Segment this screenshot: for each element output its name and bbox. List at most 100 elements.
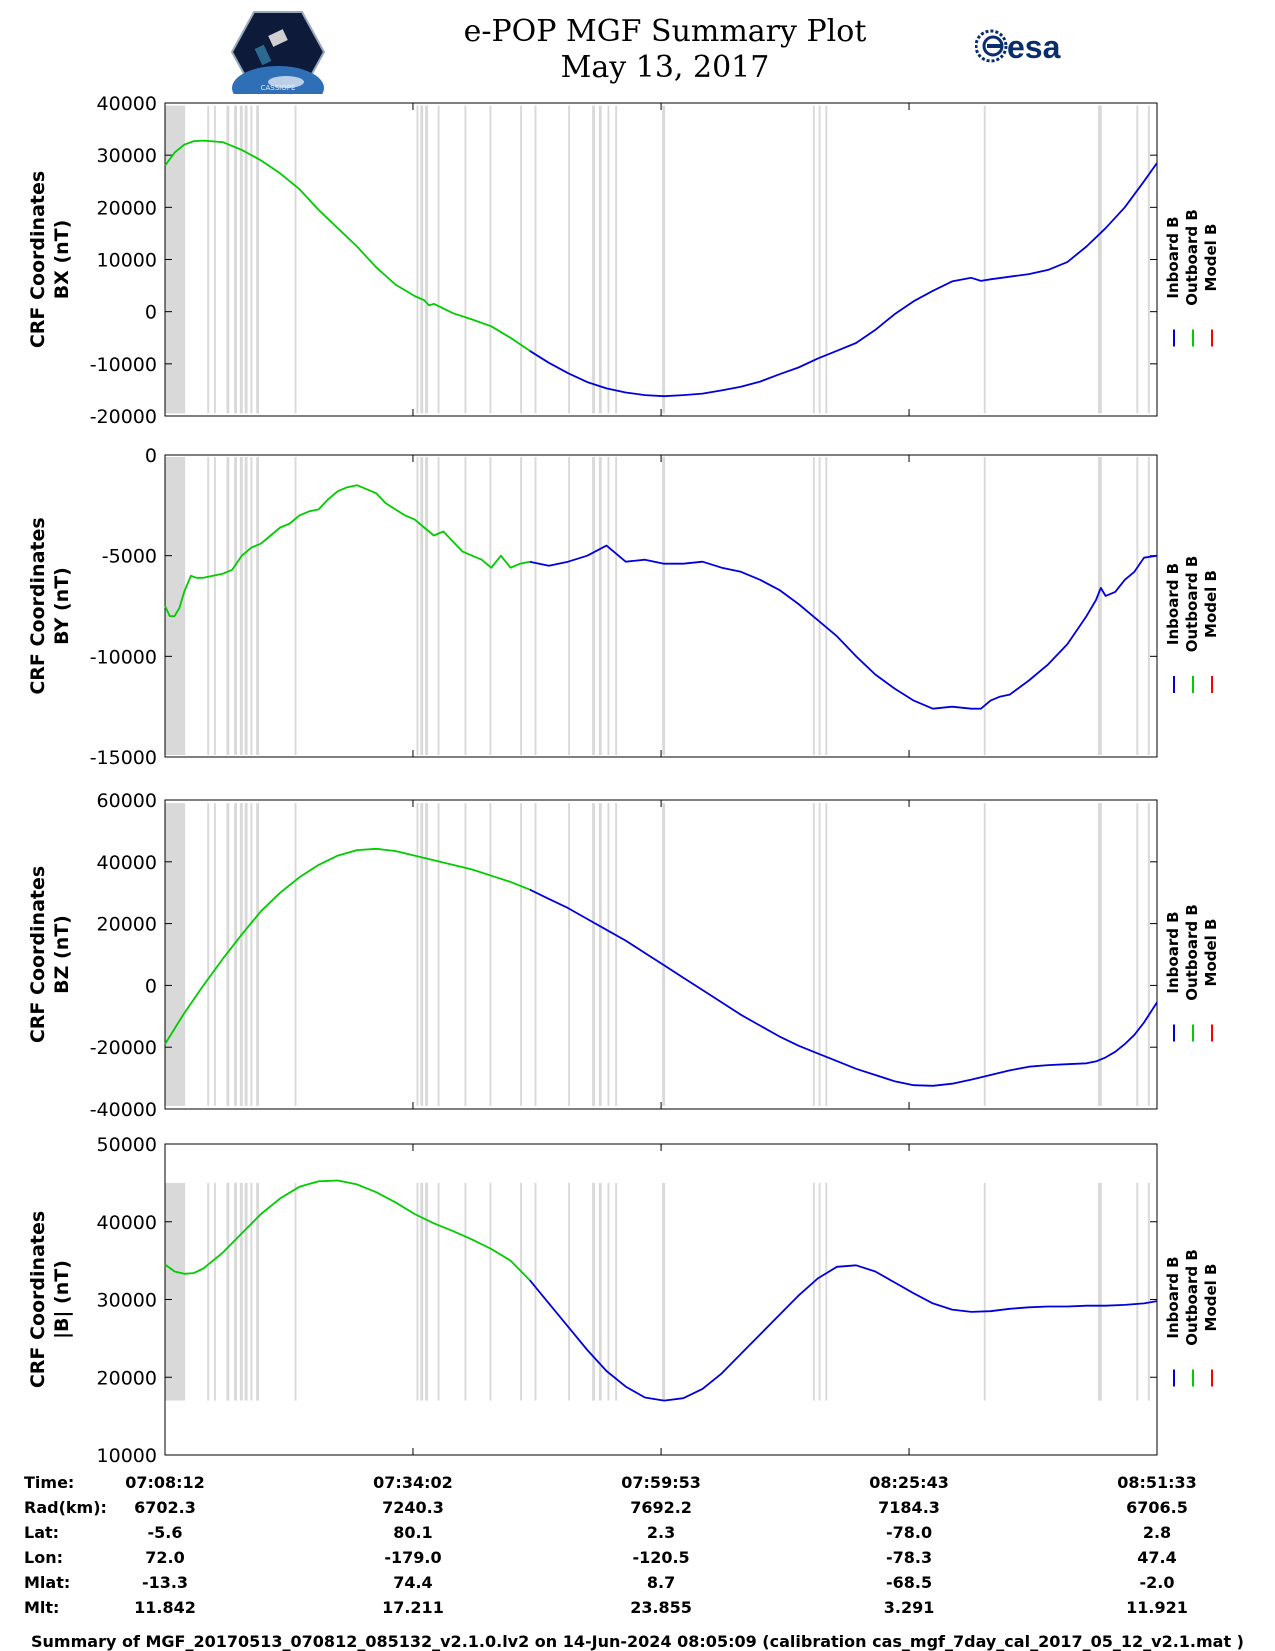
data-gap-band xyxy=(239,1182,243,1401)
data-gap-band xyxy=(983,1182,986,1401)
esa-logo-mark xyxy=(974,29,1008,63)
plot-title: e-POP MGF Summary Plot May 13, 2017 xyxy=(400,14,930,86)
data-gap-band xyxy=(598,803,602,1106)
data-gap-band xyxy=(420,105,424,414)
data-gap-band xyxy=(416,457,419,755)
data-gap-band xyxy=(244,105,248,414)
data-gap-band xyxy=(213,803,216,1106)
data-gap-band xyxy=(226,457,230,755)
y-tick-label: -20000 xyxy=(90,406,157,428)
data-gap-band xyxy=(294,803,297,1106)
data-gap-band xyxy=(1147,1182,1150,1401)
panel-frame xyxy=(164,799,1158,1110)
ephemeris-row-label: Lon: xyxy=(24,1548,63,1567)
data-gap-band xyxy=(825,457,828,755)
data-gap-band xyxy=(592,457,596,755)
data-gap-band xyxy=(250,1182,253,1401)
data-gap-band xyxy=(464,803,467,1106)
ephemeris-value: 74.4 xyxy=(393,1573,432,1592)
data-gap-band xyxy=(234,457,237,755)
series-outboard-b xyxy=(164,847,531,1045)
data-gap-band xyxy=(489,105,492,414)
data-gap-band xyxy=(294,1182,297,1401)
satellite-body xyxy=(268,29,288,47)
ephemeris-value: 11.842 xyxy=(134,1598,196,1617)
ephemeris-value: 6702.3 xyxy=(134,1498,196,1517)
y-tick-label: 0 xyxy=(145,302,157,324)
panel-frame xyxy=(164,102,1158,417)
data-gap-band xyxy=(662,457,666,755)
y-tick-label: -15000 xyxy=(90,747,157,769)
data-gap-band xyxy=(239,803,243,1106)
esa-logo-text: esa xyxy=(1007,29,1061,65)
data-gap-band xyxy=(607,457,610,755)
data-gap-band xyxy=(568,457,571,755)
series-inboard-b xyxy=(529,888,1158,1087)
data-gap-band xyxy=(294,105,297,414)
y-axis-unit-label: BY (nT) xyxy=(51,567,73,645)
ephemeris-value: 7184.3 xyxy=(878,1498,940,1517)
data-gap-band xyxy=(425,457,428,755)
ephemeris-value: 11.921 xyxy=(1126,1598,1188,1617)
series-outboard-b xyxy=(164,139,531,352)
data-gap-band xyxy=(1097,803,1102,1106)
data-gap-band xyxy=(568,803,571,1106)
data-gap-band xyxy=(662,1182,666,1401)
esa-logo: esa xyxy=(974,28,1065,72)
data-gap-band xyxy=(250,803,253,1106)
data-gap-band xyxy=(294,457,297,755)
data-gap-band xyxy=(213,1182,216,1401)
data-gap-band xyxy=(615,105,618,414)
data-gap-band xyxy=(1147,457,1150,755)
ephemeris-value: 08:25:43 xyxy=(869,1473,949,1492)
file-summary-footer: Summary of MGF_20170513_070812_085132_v2… xyxy=(31,1632,1244,1651)
data-gap-band xyxy=(825,105,828,414)
y-tick-label: 40000 xyxy=(97,93,157,115)
data-gap-band xyxy=(425,105,428,414)
data-gap-band xyxy=(437,457,440,755)
data-gap-band xyxy=(1136,1182,1139,1401)
ephemeris-table: Time: Rad(km): Lat: Lon: Mlat: Mlt: 07:08:12 67… xyxy=(24,1473,1197,1617)
data-gap-band xyxy=(983,803,986,1106)
y-axis-label: CRF Coordinates xyxy=(27,866,49,1043)
y-axis-label: CRF Coordinates xyxy=(27,1211,49,1388)
data-gap-band xyxy=(812,1182,815,1401)
panel-frame xyxy=(164,454,1158,758)
data-gap-band xyxy=(825,803,828,1106)
data-gap-band xyxy=(520,1182,523,1401)
data-gap-band xyxy=(818,457,821,755)
data-gap-band xyxy=(489,803,492,1106)
data-gap-band xyxy=(812,457,815,755)
data-gap-band xyxy=(615,803,618,1106)
data-gap-band xyxy=(213,457,216,755)
series-outboard-b xyxy=(164,484,530,617)
data-gap-band xyxy=(598,457,602,755)
data-gap-band xyxy=(818,105,821,414)
ephemeris-value: 2.8 xyxy=(1143,1523,1171,1542)
earth-cloud xyxy=(268,76,304,88)
data-gap-band xyxy=(812,105,815,414)
y-tick-label: -10000 xyxy=(90,354,157,376)
ephemeris-value: -179.0 xyxy=(384,1548,441,1567)
data-gap-band xyxy=(534,1182,537,1401)
ephemeris-value: 7692.2 xyxy=(630,1498,692,1517)
data-gap-band xyxy=(489,457,492,755)
cassiope-logo-text: CASSIOPE xyxy=(261,84,296,92)
data-gap-band xyxy=(615,1182,618,1401)
data-gap-band xyxy=(1136,457,1139,755)
legend-outboard-label: Outboard B xyxy=(1183,904,1201,1001)
ephemeris-value: -5.6 xyxy=(148,1523,183,1542)
legend-outboard-label: Outboard B xyxy=(1183,209,1201,306)
data-gap-band xyxy=(534,457,537,755)
data-gap-band xyxy=(520,457,523,755)
data-gap-band xyxy=(534,803,537,1106)
data-gap-band xyxy=(256,803,260,1106)
data-gap-band xyxy=(226,803,230,1106)
y-tick-label: 60000 xyxy=(97,790,157,812)
data-gap-band xyxy=(437,105,440,414)
data-gap-band xyxy=(1097,105,1102,414)
panel-frame xyxy=(164,1143,1158,1456)
legend-inboard-label: Inboard B xyxy=(1164,911,1182,993)
ephemeris-value: 80.1 xyxy=(393,1523,432,1542)
